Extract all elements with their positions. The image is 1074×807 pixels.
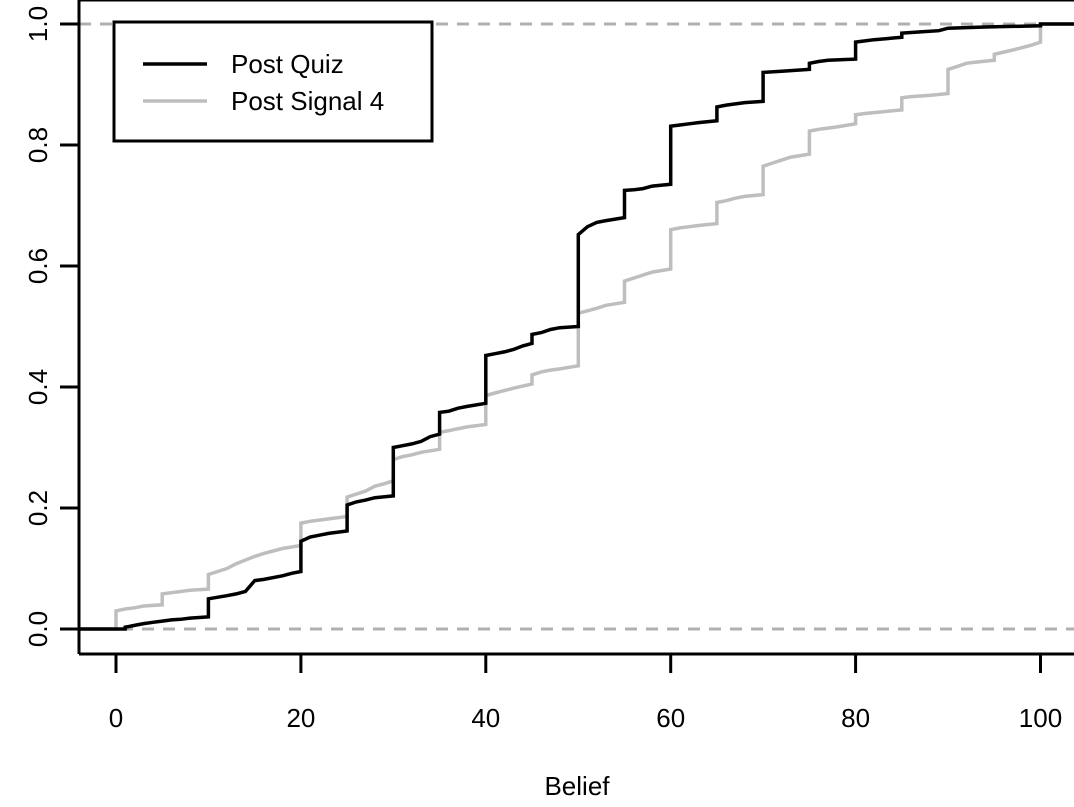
x-tick-label: 20	[286, 703, 315, 733]
reference-lines	[79, 22, 1074, 631]
x-tick-label: 100	[1019, 703, 1062, 733]
y-tick-label: 1.0	[23, 6, 53, 42]
legend: Post Quiz Post Signal 4	[112, 20, 434, 143]
legend-box	[112, 20, 434, 143]
series-line-post-quiz	[79, 22, 1074, 631]
y-tick-label: 0.0	[23, 611, 53, 647]
y-tick-label: 0.2	[23, 490, 53, 526]
legend-label-post-quiz: Post Quiz	[231, 49, 344, 79]
series-layer	[79, 22, 1074, 631]
y-tick-label: 0.6	[23, 248, 53, 284]
y-tick-label: 0.4	[23, 369, 53, 405]
x-axis-ticks: 0 20 40 60 80 100	[109, 654, 1062, 733]
series-line-post-signal-4	[79, 22, 1074, 631]
y-axis-ticks: 0.0 0.2 0.4 0.6 0.8 1.0	[23, 6, 79, 647]
x-tick-label: 60	[656, 703, 685, 733]
axes: 0 20 40 60 80 100 0.0 0.2 0.4 0.6 0.8 1.0	[23, 0, 1074, 733]
x-tick-label: 0	[109, 703, 123, 733]
y-tick-label: 0.8	[23, 127, 53, 163]
x-axis-title: Belief	[544, 771, 610, 801]
x-tick-label: 80	[841, 703, 870, 733]
x-tick-label: 40	[471, 703, 500, 733]
legend-label-post-signal-4: Post Signal 4	[231, 86, 384, 116]
